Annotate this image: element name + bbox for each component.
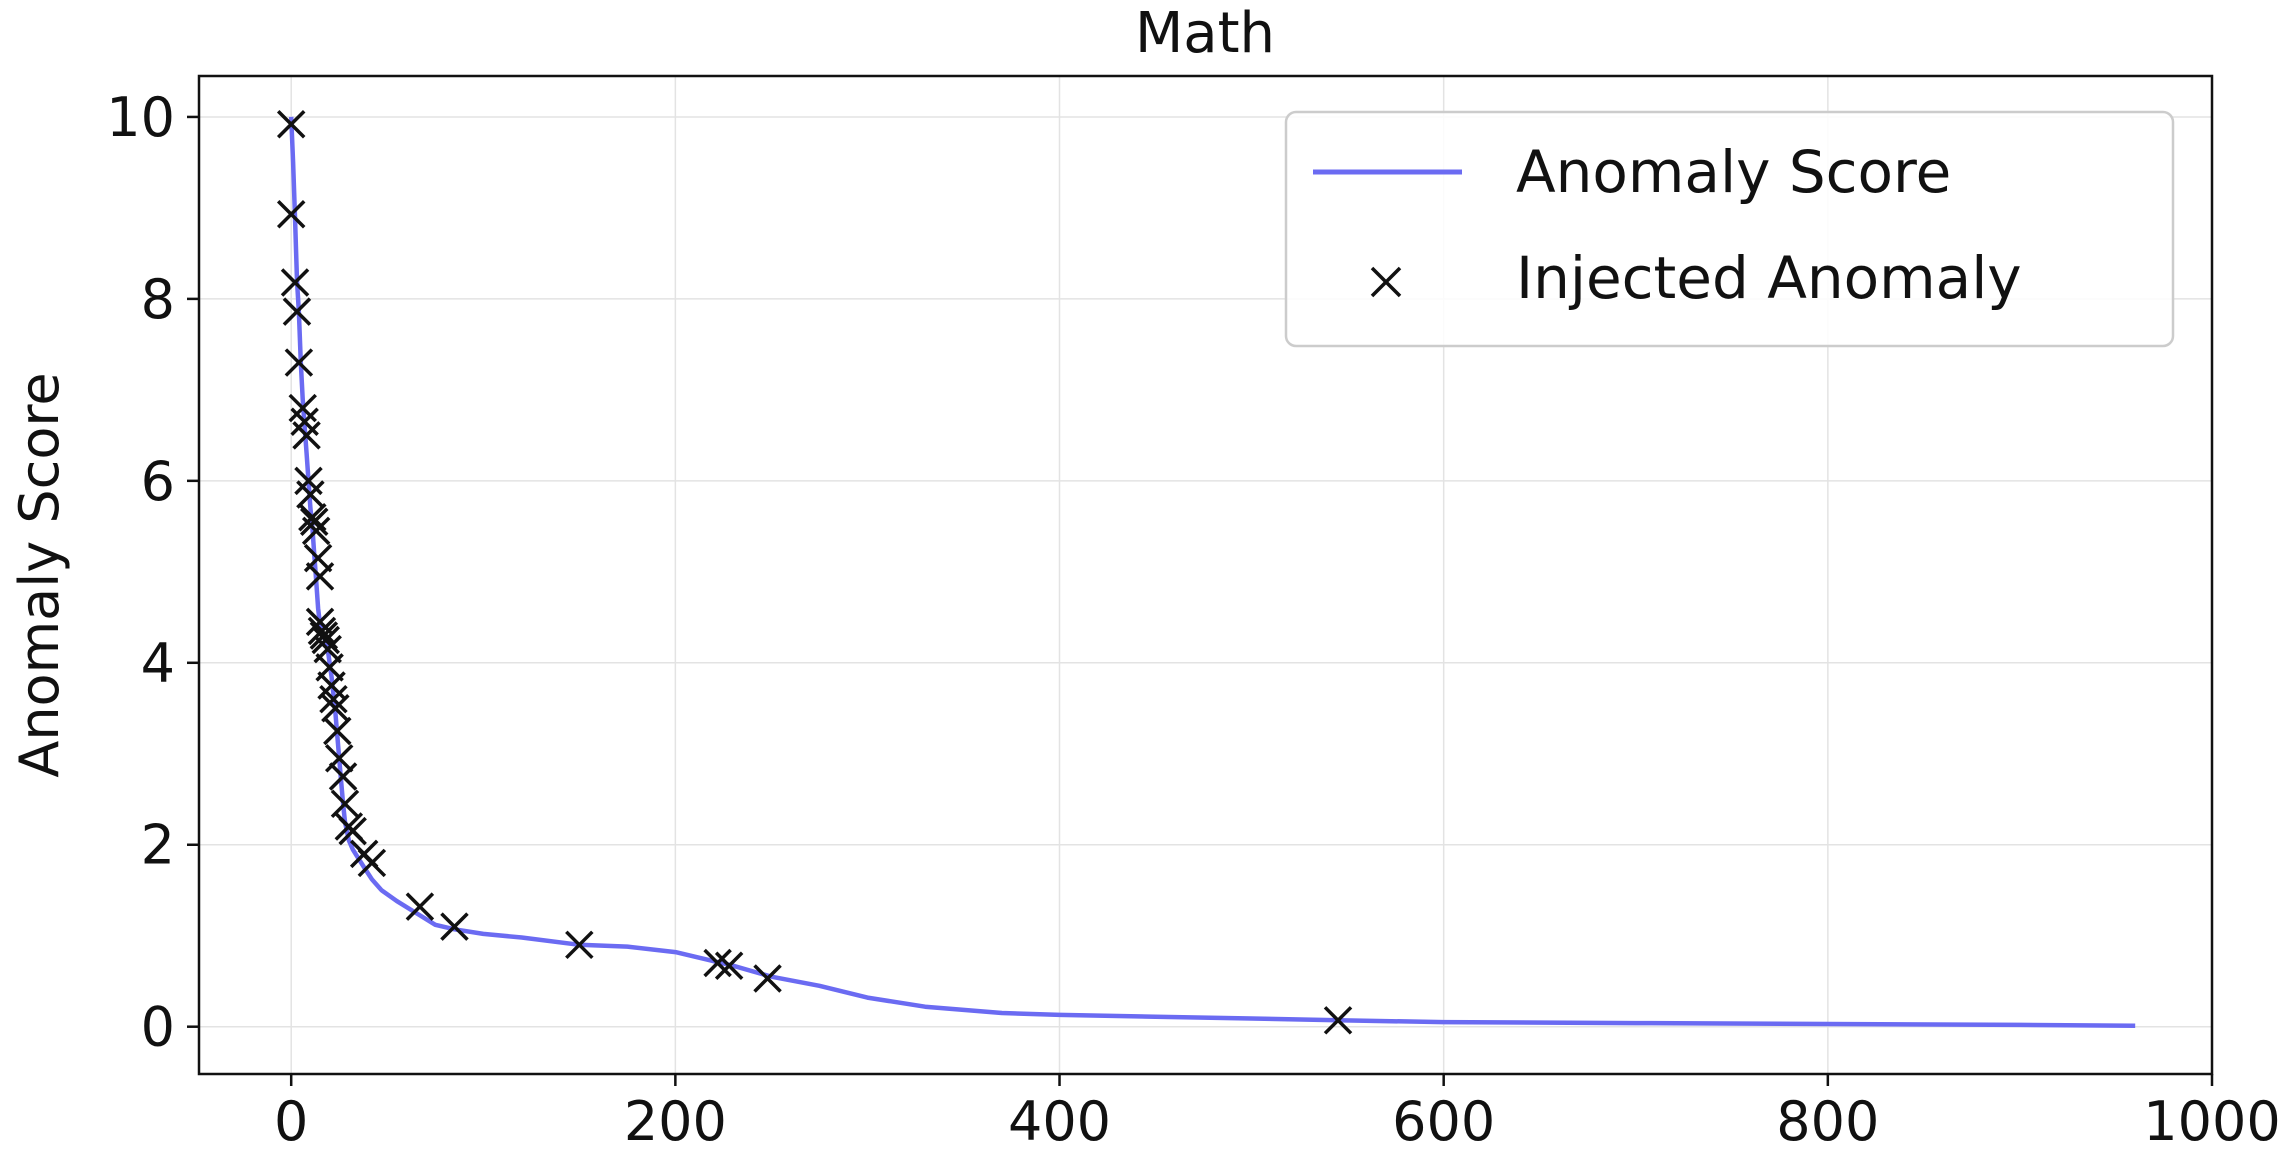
injected-anomaly-marker [305,562,335,591]
x-tick-label: 400 [1008,1090,1111,1153]
injected-anomaly-marker [1323,1006,1353,1035]
y-tick-label: 4 [141,632,175,695]
injected-anomaly-marker [565,930,594,960]
x-tick-label: 1000 [2143,1090,2280,1153]
injected-anomaly-marker [282,297,312,326]
plot-frame [197,74,2214,1076]
injected-anomaly-marker [703,948,732,978]
x-tick-label: 600 [1392,1090,1495,1153]
injected-anomaly-marker [324,744,354,773]
plot-data [276,109,2136,1035]
injected-anomaly-marker [328,762,358,791]
legend-marker-swatch [1370,266,1402,298]
injected-anomaly-marker [276,109,306,139]
x-tick-label: 200 [624,1090,727,1153]
injected-anomaly-marker [753,964,782,993]
injected-anomaly-marker [307,616,337,646]
y-axis-title: Anomaly Score [8,372,71,777]
y-tick-label: 0 [141,996,175,1059]
injected-anomaly-marker [714,951,744,980]
injected-anomaly-marker [300,507,329,537]
legend-label-injected-anomaly: Injected Anomaly [1516,244,2022,312]
injected-anomaly-marker [292,421,321,450]
y-tick-label: 8 [141,268,175,331]
injected-anomaly-marker [338,816,367,846]
x-tick-label: 0 [274,1090,308,1153]
injected-anomaly-marker [301,516,331,546]
axis-ticks: 0 200 400 600 800 1000 0 2 4 6 8 10 [106,86,2280,1153]
x-tick-label: 800 [1776,1090,1879,1153]
y-tick-label: 6 [141,450,175,513]
injected-anomaly-marker [296,480,325,509]
y-tick-label: 10 [106,86,175,149]
injected-anomaly-marker [276,200,306,229]
injected-anomaly-marker [357,848,387,878]
injected-anomaly-marker [405,892,435,921]
y-tick-label: 2 [141,814,175,877]
legend: Anomaly Score Injected Anomaly [1284,110,2175,348]
injected-anomaly-marker [284,348,314,377]
anomaly-score-line [288,116,2136,1029]
legend-label-anomaly-score: Anomaly Score [1516,138,1951,206]
injected-anomaly-marker [440,912,469,941]
injected-anomaly-marker [330,789,360,819]
injected-anomaly-marker [321,694,350,723]
injected-anomaly-marker [311,625,341,655]
injected-anomaly-marker [319,684,348,714]
injected-anomaly-marker [323,716,352,746]
chart-title: Math [1135,1,1275,66]
injected-anomaly-marker [280,268,310,297]
legend-box [1284,110,2175,348]
